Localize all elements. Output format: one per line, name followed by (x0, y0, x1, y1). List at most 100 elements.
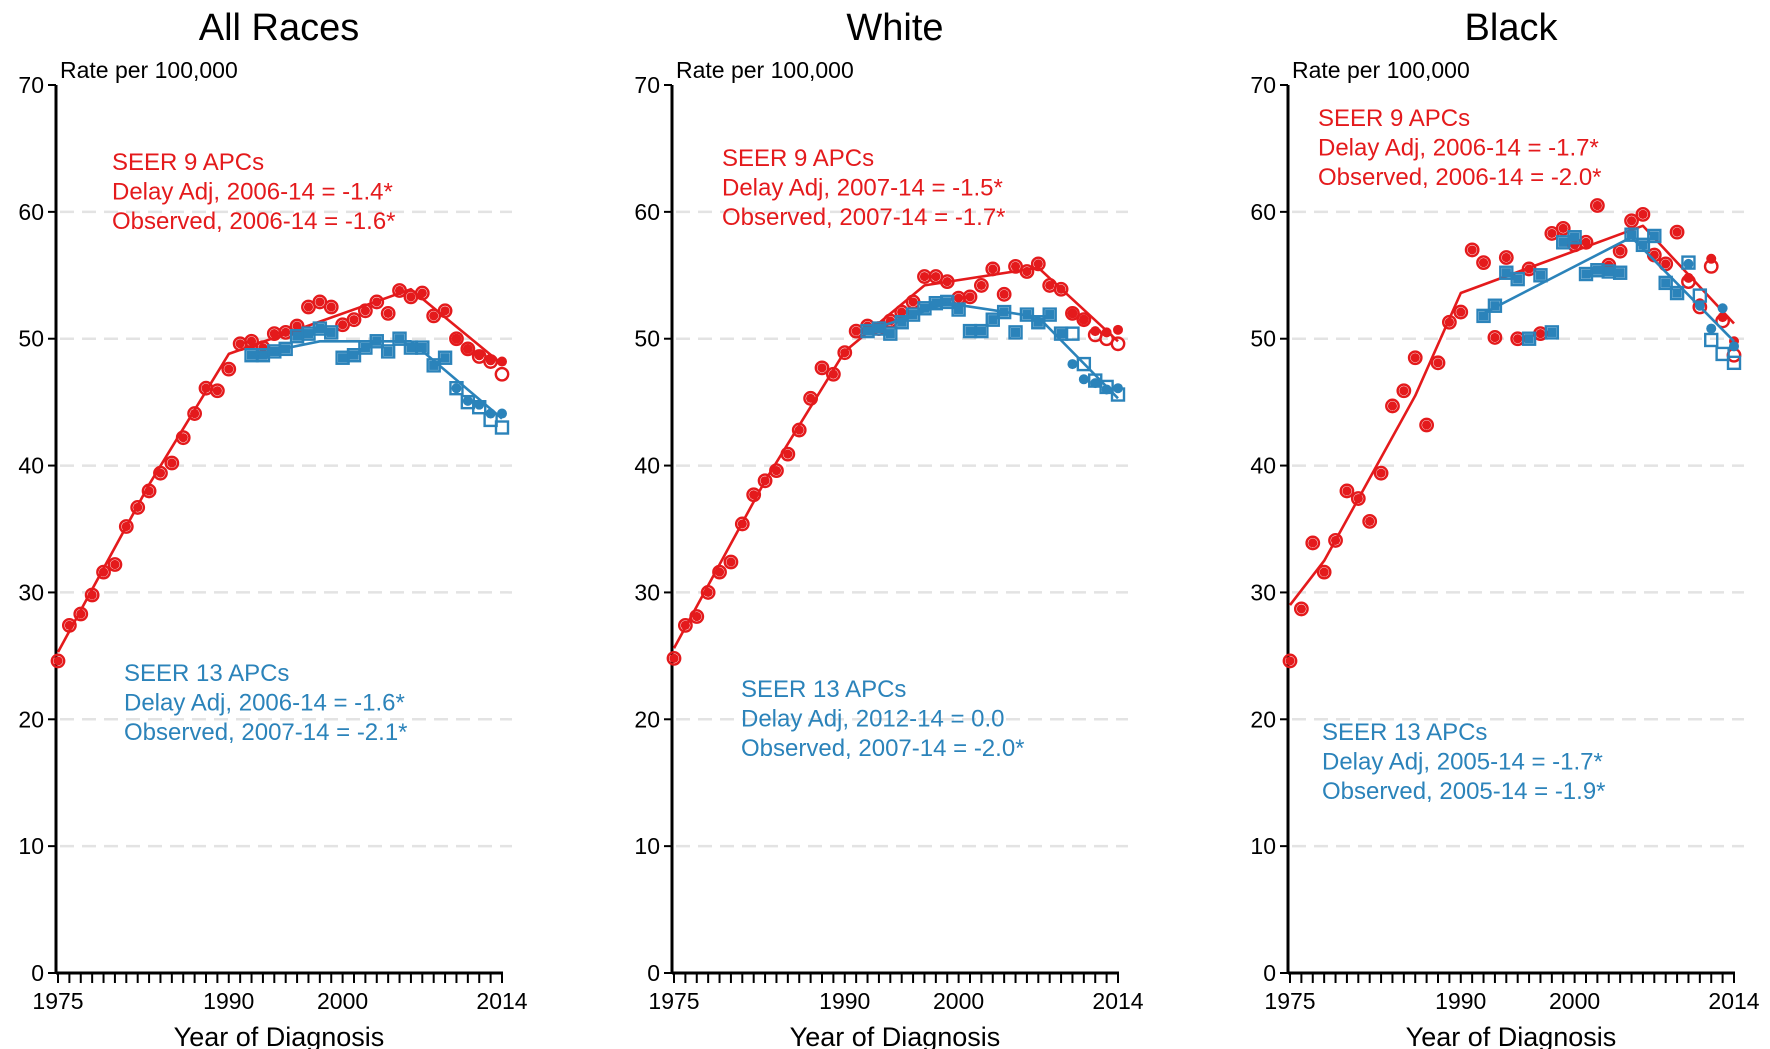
seer9-delay-adj-point (497, 356, 507, 367)
y-tick-label: 30 (18, 579, 44, 605)
seer13-observed-fill (976, 326, 986, 336)
y-tick-label: 70 (1250, 72, 1276, 98)
seer13-observed-fill (954, 304, 964, 315)
seer9-observed-point (1305, 535, 1321, 551)
seer13-observed-point (346, 348, 362, 363)
seer13-observed-fill (1592, 265, 1602, 275)
seer13-observed-fill (417, 342, 427, 353)
seer9-delay-adj-point (1683, 272, 1694, 283)
seer9-observed-point (118, 519, 134, 534)
seer13-observed-fill (885, 329, 895, 339)
seer13-observed-point (1544, 325, 1560, 340)
seer9-observed-point (1419, 417, 1435, 433)
seer9-apc-annotation: SEER 9 APCs (1318, 105, 1470, 132)
seer13-observed-fill (1524, 334, 1534, 344)
seer9-observed-point (666, 650, 682, 666)
seer9-observed-point (1498, 250, 1514, 265)
x-tick-label: 2014 (476, 988, 527, 1014)
seer9-observed-point (1053, 281, 1069, 297)
seer13-observed-point (1065, 326, 1080, 341)
seer13-observed-fill (258, 350, 268, 360)
seer9-observed-point (1635, 206, 1651, 222)
seer9-observed-fill (1387, 401, 1398, 411)
seer9-observed-fill (338, 320, 348, 330)
seer9-observed-fill (954, 293, 964, 303)
seer9-observed-fill (897, 307, 907, 317)
seer13-observed-fill (1661, 278, 1671, 288)
seer9_fit-line (672, 266, 1119, 649)
seer13-observed-point (1076, 356, 1092, 372)
seer9-observed-fill (1547, 228, 1557, 239)
seer9-apc-annotation: Delay Adj, 2007-14 = -1.5* (722, 175, 1003, 202)
seer9-observed-fill (246, 336, 257, 346)
seer13-apc-annotation: SEER 13 APCs (124, 660, 289, 687)
seer13-observed-fill (1672, 288, 1682, 298)
seer9-observed-point (460, 341, 476, 357)
seer9-observed-point (1430, 355, 1446, 371)
y-tick-label: 30 (1250, 579, 1276, 605)
seer13-observed-fill (1501, 268, 1511, 278)
seer9-observed-fill (349, 315, 359, 325)
seer13-apc-annotation: Observed, 2007-14 = -2.0* (741, 735, 1025, 762)
seer9-observed-point (837, 345, 853, 361)
seer9-observed-point (107, 557, 123, 572)
seer13-delay-adj-point (1717, 303, 1728, 314)
seer9-observed-fill (212, 386, 222, 396)
seer9-observed-point (323, 299, 339, 315)
seer9-observed-point (1476, 255, 1491, 270)
seer9-observed-point (209, 383, 225, 399)
seer13_fit-line (1482, 235, 1735, 343)
seer9-observed-point (1453, 304, 1469, 320)
seer13-observed-fill (1649, 231, 1659, 241)
seer9-observed-point (1612, 243, 1628, 259)
seer13-observed-fill (1056, 329, 1066, 339)
seer9-observed-point (1339, 483, 1355, 499)
seer9-observed-point (1362, 513, 1378, 529)
seer13-observed-fill (1045, 310, 1055, 320)
seer13-observed-fill (338, 353, 348, 363)
seer9-observed-point (1396, 383, 1412, 399)
seer13-observed-fill (931, 298, 941, 308)
seer13-observed-fill (874, 323, 884, 334)
seer9-observed-point (1669, 224, 1685, 240)
y-tick-label: 50 (18, 326, 44, 352)
seer13-observed-point (974, 323, 989, 339)
y-axis-label: Rate per 100,000 (60, 57, 238, 83)
chart-title: White (846, 7, 943, 49)
seer13-observed-point (1726, 355, 1742, 371)
y-tick-label: 10 (1250, 833, 1276, 859)
seer13-observed-point (1476, 308, 1491, 324)
y-tick-label: 60 (1250, 199, 1276, 225)
seer13-observed-fill (429, 360, 439, 370)
seer13-observed-point (324, 325, 339, 340)
x-tick-label: 2000 (1549, 988, 1600, 1014)
seer13-observed-point (1715, 346, 1730, 362)
seer13-delay-adj-point (1706, 323, 1717, 334)
seer9-observed-fill (1535, 329, 1546, 339)
seer13-observed-fill (1638, 240, 1648, 250)
seer13-observed-point (415, 340, 430, 355)
seer13-delay-adj-point (1113, 383, 1123, 394)
seer13-observed-fill (919, 303, 930, 313)
seer9-observed-fill (692, 611, 702, 622)
y-tick-label: 70 (634, 72, 660, 98)
seer9-observed-fill (965, 292, 975, 302)
seer9-observed-fill (235, 339, 245, 349)
x-tick-label: 1975 (32, 988, 83, 1014)
y-tick-label: 20 (634, 706, 660, 732)
seer9-observed-fill (326, 302, 336, 312)
seer13-observed-fill (406, 342, 416, 353)
y-tick-label: 20 (1250, 706, 1276, 732)
seer9-observed-fill (1342, 486, 1352, 496)
seer9-observed-point (973, 278, 989, 293)
seer13-observed-fill (394, 334, 405, 344)
y-tick-label: 40 (18, 453, 44, 479)
x-tick-label: 2000 (933, 988, 984, 1014)
seer9-observed-fill (931, 271, 941, 282)
y-tick-label: 50 (1250, 326, 1276, 352)
seer13-observed-point (380, 344, 396, 359)
seer9-observed-fill (1422, 420, 1432, 430)
seer9-delay-adj-point (462, 343, 473, 354)
seer9-observed-point (1373, 465, 1389, 481)
seer13-observed-fill (326, 327, 336, 337)
